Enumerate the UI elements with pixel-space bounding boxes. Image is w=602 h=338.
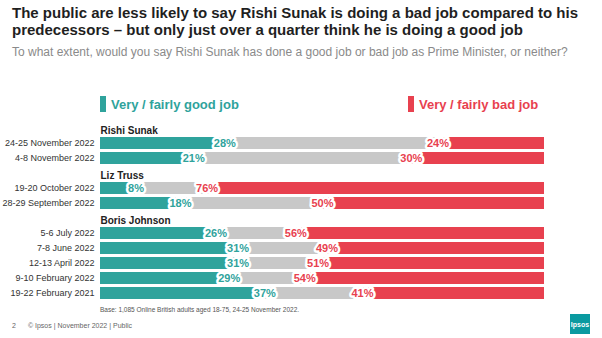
- svg-text:24%: 24%: [427, 137, 449, 149]
- svg-text:19-20 October 2022: 19-20 October 2022: [14, 183, 94, 193]
- html-text:2: 2: [12, 322, 16, 329]
- svg-text:28-29 September 2022: 28-29 September 2022: [2, 198, 94, 208]
- html-text:Base: 1,085 Online British adu: Base: 1,085 Online British adults aged 1…: [100, 306, 300, 313]
- svg-text:49%: 49%: [316, 242, 338, 254]
- svg-text:12-13 April 2022: 12-13 April 2022: [29, 258, 95, 268]
- svg-text:37%: 37%: [254, 287, 276, 299]
- svg-text:26%: 26%: [205, 227, 227, 239]
- svg-text:31%: 31%: [227, 257, 249, 269]
- html-text:© Ipsos | November 2022 | Publ: © Ipsos | November 2022 | Public: [27, 322, 132, 329]
- svg-text:5-6 July 2022: 5-6 July 2022: [40, 228, 94, 238]
- svg-text:Rishi Sunak: Rishi Sunak: [101, 125, 159, 136]
- svg-text:Boris Johnson: Boris Johnson: [101, 215, 171, 226]
- svg-text:4-8 November 2022: 4-8 November 2022: [15, 153, 95, 163]
- svg-text:21%: 21%: [183, 152, 205, 164]
- svg-text:31%: 31%: [227, 242, 249, 254]
- html-text:To what extent, would you say: To what extent, would you say Rishi Suna…: [12, 45, 568, 59]
- html-text:The public are less likely to: The public are less likely to say Rishi …: [12, 4, 578, 38]
- html-text:Ipsos: Ipsos: [570, 320, 590, 328]
- svg-text:8%: 8%: [128, 182, 144, 194]
- html-text:Very / fairly good job: Very / fairly good job: [111, 96, 239, 112]
- svg-text:7-8 June 2022: 7-8 June 2022: [37, 243, 95, 253]
- svg-text:76%: 76%: [196, 182, 218, 194]
- svg-text:50%: 50%: [311, 197, 333, 209]
- svg-text:19-22 February 2021: 19-22 February 2021: [10, 288, 94, 298]
- svg-text:41%: 41%: [351, 287, 373, 299]
- svg-text:30%: 30%: [400, 152, 422, 164]
- svg-text:56%: 56%: [285, 227, 307, 239]
- svg-text:54%: 54%: [294, 272, 316, 284]
- html-text:Very / fairly bad job: Very / fairly bad job: [419, 96, 539, 112]
- svg-text:29%: 29%: [218, 272, 240, 284]
- svg-text:Liz Truss: Liz Truss: [101, 170, 145, 181]
- svg-text:18%: 18%: [169, 197, 191, 209]
- svg-text:24-25 November 2022: 24-25 November 2022: [5, 138, 95, 148]
- svg-text:28%: 28%: [214, 137, 236, 149]
- svg-text:51%: 51%: [307, 257, 329, 269]
- svg-text:9-10 February 2022: 9-10 February 2022: [15, 273, 94, 283]
